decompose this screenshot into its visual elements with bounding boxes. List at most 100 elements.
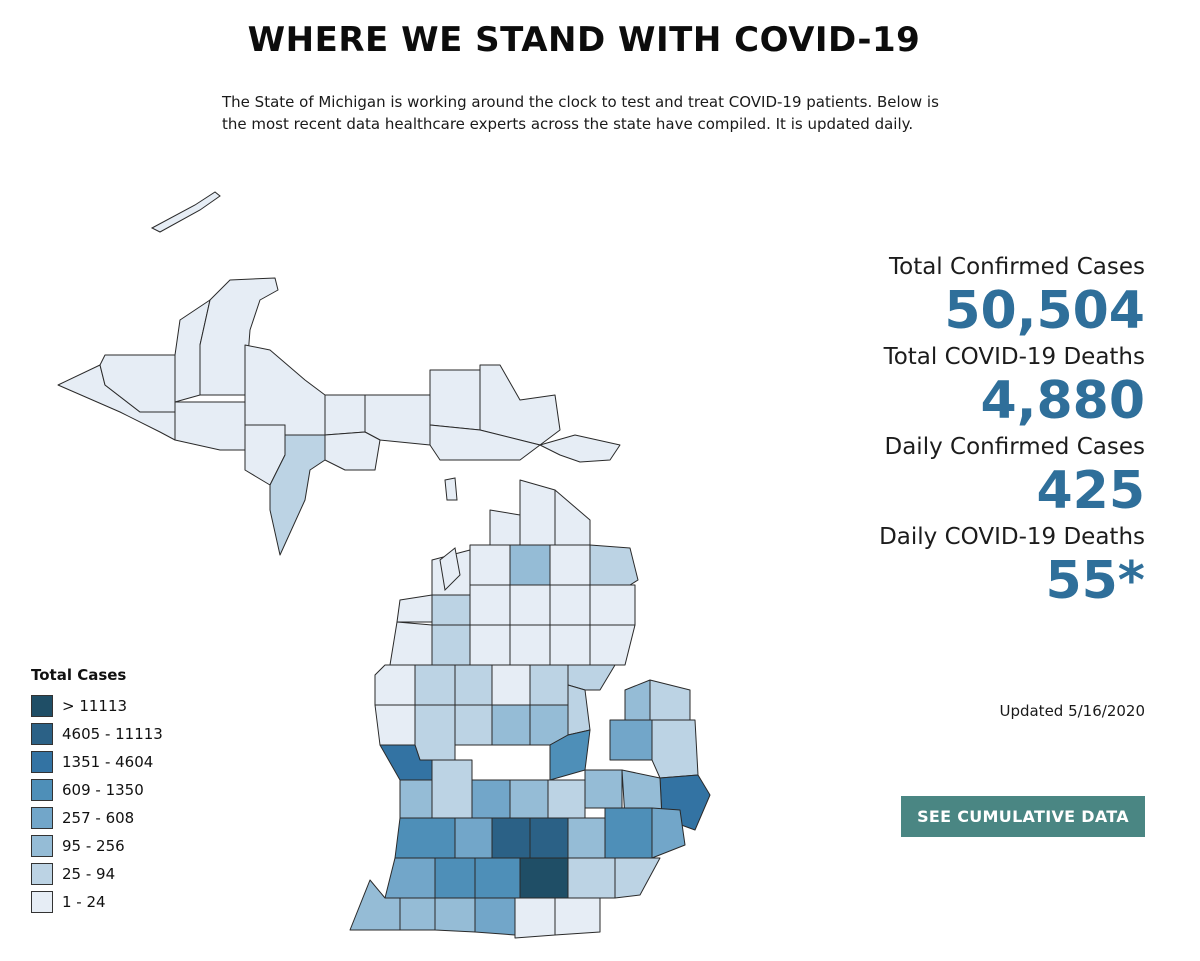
county[interactable] [514, 897, 556, 939]
county[interactable] [567, 817, 606, 859]
county[interactable] [414, 664, 456, 706]
county[interactable] [454, 704, 493, 746]
county[interactable] [509, 584, 551, 626]
county[interactable] [396, 594, 433, 623]
legend-swatch [31, 779, 53, 801]
county[interactable] [434, 897, 476, 933]
county[interactable] [374, 664, 416, 706]
county[interactable] [474, 897, 516, 936]
county[interactable] [651, 807, 686, 859]
county[interactable] [609, 719, 653, 761]
stat-value: 425 [1036, 461, 1145, 521]
county[interactable] [624, 679, 651, 721]
county[interactable] [589, 584, 636, 626]
county[interactable] [374, 704, 416, 746]
county[interactable] [567, 684, 591, 736]
stat-label: Total COVID-19 Deaths [883, 344, 1145, 370]
county[interactable] [649, 679, 691, 721]
page-subtitle: The State of Michigan is working around … [222, 93, 939, 133]
county[interactable] [589, 624, 636, 666]
county[interactable] [469, 624, 511, 666]
legend-swatch [31, 863, 53, 885]
county[interactable] [489, 509, 521, 546]
county[interactable] [429, 369, 481, 431]
county[interactable] [567, 857, 616, 899]
county[interactable] [614, 857, 661, 899]
county[interactable] [389, 621, 433, 666]
county[interactable] [549, 544, 591, 586]
county[interactable] [454, 664, 493, 706]
county[interactable] [604, 807, 653, 859]
legend-item: 25 - 94 [31, 860, 163, 888]
county[interactable] [364, 394, 431, 446]
stat-value: 55* [1045, 551, 1145, 611]
county[interactable] [529, 664, 569, 706]
county[interactable] [584, 769, 623, 809]
page-title: WHERE WE STAND WITH COVID-19 [247, 20, 921, 60]
county[interactable] [509, 544, 551, 586]
legend-label: > 11113 [62, 697, 128, 715]
legend-swatch [31, 695, 53, 717]
county[interactable] [519, 857, 569, 899]
county[interactable] [414, 704, 456, 761]
legend-item: 609 - 1350 [31, 776, 163, 804]
county[interactable] [549, 624, 591, 666]
legend-item: 257 - 608 [31, 804, 163, 832]
stat-total-deaths: Total COVID-19 Deaths 4,880 [825, 344, 1145, 432]
county[interactable] [429, 424, 541, 461]
county[interactable] [554, 897, 601, 936]
county[interactable] [539, 434, 621, 463]
county[interactable] [567, 664, 616, 691]
map-legend: Total Cases > 11113 4605 - 11113 1351 - … [31, 666, 163, 916]
county[interactable] [469, 584, 511, 626]
county[interactable] [509, 779, 549, 819]
county[interactable] [174, 401, 246, 451]
county[interactable] [549, 584, 591, 626]
legend-label: 95 - 256 [62, 837, 125, 855]
county[interactable] [471, 779, 511, 819]
county[interactable] [399, 897, 436, 931]
county[interactable] [519, 479, 556, 546]
stat-value: 50,504 [944, 281, 1145, 341]
county[interactable] [554, 489, 591, 546]
county[interactable] [431, 594, 471, 626]
county[interactable] [589, 544, 639, 586]
see-cumulative-data-button[interactable]: SEE CUMULATIVE DATA [901, 796, 1145, 837]
legend-swatch [31, 891, 53, 913]
county[interactable] [324, 431, 381, 471]
legend-label: 25 - 94 [62, 865, 116, 883]
county[interactable] [474, 857, 521, 899]
county[interactable] [491, 817, 531, 859]
stat-total-confirmed: Total Confirmed Cases 50,504 [825, 254, 1145, 342]
stats-panel: Total Confirmed Cases 50,504 Total COVID… [825, 254, 1145, 614]
county[interactable] [454, 817, 493, 859]
county[interactable] [491, 704, 531, 746]
stat-label: Daily Confirmed Cases [884, 434, 1146, 460]
county[interactable] [349, 879, 401, 931]
county[interactable] [394, 817, 456, 859]
county[interactable] [324, 394, 366, 436]
county[interactable] [469, 544, 511, 586]
stat-daily-confirmed: Daily Confirmed Cases 425 [825, 434, 1146, 522]
county[interactable] [529, 817, 569, 859]
county[interactable] [651, 719, 699, 779]
county[interactable] [434, 857, 476, 899]
updated-timestamp: Updated 5/16/2020 [999, 702, 1145, 720]
county[interactable] [431, 759, 473, 819]
county[interactable] [547, 779, 586, 819]
legend-item: 1 - 24 [31, 888, 163, 916]
county[interactable] [384, 857, 436, 899]
county[interactable] [199, 277, 279, 396]
county[interactable] [491, 664, 531, 706]
legend-label: 1351 - 4604 [62, 753, 154, 771]
county[interactable] [244, 344, 326, 436]
legend-title: Total Cases [31, 666, 127, 684]
county[interactable] [549, 729, 591, 781]
county[interactable] [431, 624, 471, 666]
stat-value: 4,880 [980, 371, 1145, 431]
legend-item: 4605 - 11113 [31, 720, 163, 748]
county[interactable] [509, 624, 551, 666]
stat-daily-deaths: Daily COVID-19 Deaths 55* [825, 524, 1145, 612]
county[interactable] [399, 779, 433, 819]
legend-swatch [31, 723, 53, 745]
